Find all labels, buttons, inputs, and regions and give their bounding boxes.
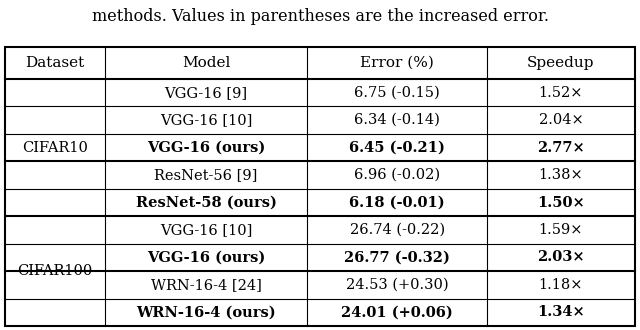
Text: WRN-16-4 [24]: WRN-16-4 [24] (150, 278, 262, 292)
Text: WRN-16-4 (ours): WRN-16-4 (ours) (136, 305, 276, 319)
Text: Model: Model (182, 56, 230, 70)
Text: methods. Values in parentheses are the increased error.: methods. Values in parentheses are the i… (92, 8, 548, 25)
Text: 2.03×: 2.03× (537, 250, 585, 264)
Text: 26.74 (-0.22): 26.74 (-0.22) (349, 223, 445, 237)
Text: CIFAR10: CIFAR10 (22, 141, 88, 154)
Text: Speedup: Speedup (527, 56, 595, 70)
Text: VGG-16 [10]: VGG-16 [10] (160, 223, 252, 237)
Text: 24.53 (+0.30): 24.53 (+0.30) (346, 278, 449, 292)
Text: ResNet-56 [9]: ResNet-56 [9] (154, 168, 258, 182)
Text: 6.34 (-0.14): 6.34 (-0.14) (354, 113, 440, 127)
Text: CIFAR100: CIFAR100 (17, 264, 93, 278)
Text: 1.18×: 1.18× (539, 278, 583, 292)
Text: 1.52×: 1.52× (539, 86, 583, 100)
Text: 1.38×: 1.38× (538, 168, 583, 182)
Text: VGG-16 [10]: VGG-16 [10] (160, 113, 252, 127)
Text: 1.34×: 1.34× (537, 305, 585, 319)
Text: 6.75 (-0.15): 6.75 (-0.15) (355, 86, 440, 100)
Text: 26.77 (-0.32): 26.77 (-0.32) (344, 250, 450, 264)
Text: VGG-16 (ours): VGG-16 (ours) (147, 141, 265, 154)
Text: Dataset: Dataset (25, 56, 84, 70)
Text: 6.45 (-0.21): 6.45 (-0.21) (349, 141, 445, 154)
Text: 2.77×: 2.77× (537, 141, 585, 154)
Text: 24.01 (+0.06): 24.01 (+0.06) (341, 305, 453, 319)
Text: 1.59×: 1.59× (539, 223, 583, 237)
Text: VGG-16 (ours): VGG-16 (ours) (147, 250, 265, 264)
Text: 6.18 (-0.01): 6.18 (-0.01) (349, 195, 445, 210)
Text: 6.96 (-0.02): 6.96 (-0.02) (354, 168, 440, 182)
Text: VGG-16 [9]: VGG-16 [9] (164, 86, 248, 100)
Text: Error (%): Error (%) (360, 56, 434, 70)
Bar (5, 47, 635, 326)
Text: ResNet-58 (ours): ResNet-58 (ours) (136, 195, 276, 210)
Text: 1.50×: 1.50× (537, 195, 585, 210)
Text: 2.04×: 2.04× (538, 113, 583, 127)
